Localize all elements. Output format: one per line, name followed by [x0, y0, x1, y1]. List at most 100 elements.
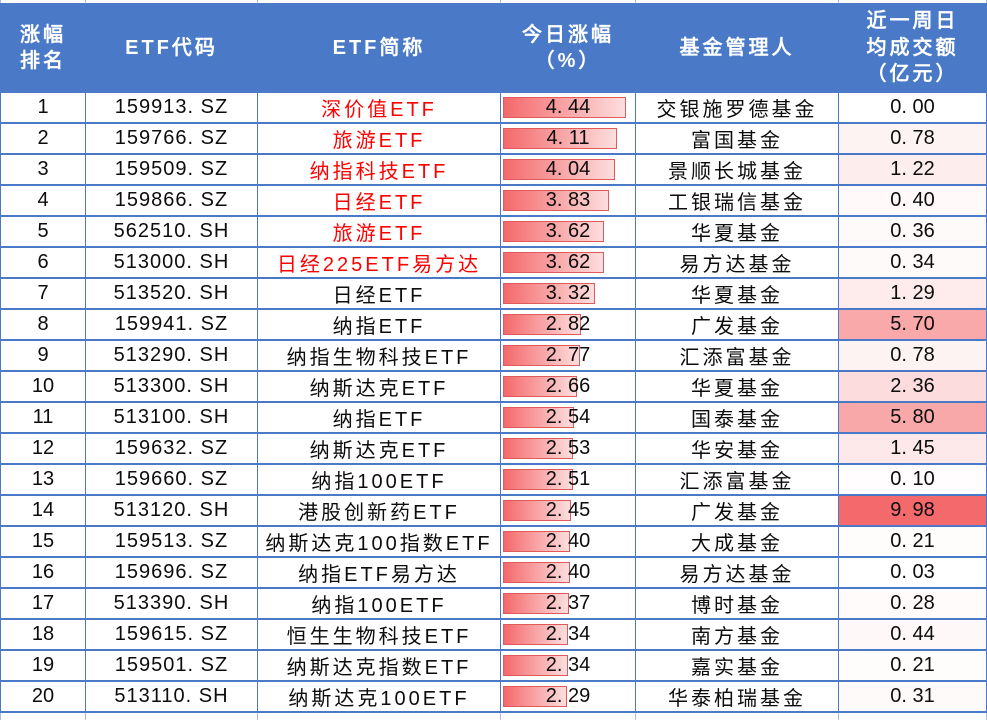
table-row: 13 159660. SZ 纳指100ETF 2. 51 汇添富基金 0. 10: [0, 463, 987, 494]
table-row: 10 513300. SH 纳斯达克ETF 2. 66 华夏基金 2. 36: [0, 370, 987, 401]
gain-cell: 4. 04: [500, 153, 635, 184]
manager-cell: 华夏基金: [635, 277, 838, 308]
rank-cell: 18: [0, 618, 85, 649]
manager-cell: 华夏基金: [635, 215, 838, 246]
code-cell: 159501. SZ: [85, 649, 257, 680]
rank-cell: 13: [0, 463, 85, 494]
grid-tick: [257, 0, 500, 3]
volume-cell: 0. 36: [838, 215, 987, 246]
code-cell: 513000. SH: [85, 246, 257, 277]
table-row: 16 159696. SZ 纳指ETF易方达 2. 40 易方达基金 0. 03: [0, 556, 987, 587]
table-body: 1 159913. SZ 深价值ETF 4. 44 交银施罗德基金 0. 00 2 15976…: [0, 91, 987, 713]
etf-rank-table: 涨幅 排名 ETF代码 ETF简称 今日涨幅 （%） 基金管理人 近一周日 均成…: [0, 3, 987, 713]
name-cell: 日经ETF: [257, 184, 500, 215]
gain-value: 3. 62: [545, 251, 591, 273]
header-name: ETF简称: [257, 3, 500, 91]
gain-cell: 3. 62: [500, 215, 635, 246]
gain-value: 2. 37: [545, 592, 591, 614]
gain-data-bar: [503, 438, 574, 459]
code-cell: 159615. SZ: [85, 618, 257, 649]
gain-cell: 2. 77: [500, 339, 635, 370]
name-cell: 纳斯达克ETF: [257, 370, 500, 401]
volume-cell: 5. 70: [838, 308, 987, 339]
volume-cell: 1. 22: [838, 153, 987, 184]
manager-cell: 汇添富基金: [635, 463, 838, 494]
gain-data-bar: [503, 159, 616, 180]
gain-data-bar: [503, 221, 604, 242]
header-gain: 今日涨幅 （%）: [500, 3, 635, 91]
volume-cell: 0. 28: [838, 587, 987, 618]
rank-cell: 9: [0, 339, 85, 370]
rank-cell: 12: [0, 432, 85, 463]
manager-cell: 大成基金: [635, 525, 838, 556]
header-turnover: 近一周日 均成交额 （亿元）: [838, 3, 987, 91]
gain-value: 2. 54: [545, 406, 591, 428]
code-cell: 513300. SH: [85, 370, 257, 401]
name-cell: 深价值ETF: [257, 91, 500, 122]
manager-cell: 工银瑞信基金: [635, 184, 838, 215]
gain-cell: 2. 40: [500, 525, 635, 556]
rank-cell: 2: [0, 122, 85, 153]
volume-cell: 0. 78: [838, 339, 987, 370]
code-cell: 159632. SZ: [85, 432, 257, 463]
gain-cell: 2. 53: [500, 432, 635, 463]
manager-cell: 景顺长城基金: [635, 153, 838, 184]
manager-cell: 华泰柏瑞基金: [635, 680, 838, 713]
code-cell: 159766. SZ: [85, 122, 257, 153]
volume-cell: 0. 34: [838, 246, 987, 277]
name-cell: 纳指科技ETF: [257, 153, 500, 184]
code-cell: 159509. SZ: [85, 153, 257, 184]
grid-tick: [838, 713, 987, 720]
rank-cell: 16: [0, 556, 85, 587]
name-cell: 恒生生物科技ETF: [257, 618, 500, 649]
code-cell: 513520. SH: [85, 277, 257, 308]
gain-data-bar: [503, 345, 580, 366]
code-cell: 159696. SZ: [85, 556, 257, 587]
rank-cell: 19: [0, 649, 85, 680]
gain-cell: 4. 44: [500, 91, 635, 122]
gain-value: 2. 29: [545, 685, 591, 707]
code-cell: 513100. SH: [85, 401, 257, 432]
gain-value: 3. 32: [545, 282, 591, 304]
code-cell: 159941. SZ: [85, 308, 257, 339]
gain-cell: 2. 34: [500, 649, 635, 680]
grid-tick: [635, 713, 838, 720]
manager-cell: 华夏基金: [635, 370, 838, 401]
gain-data-bar: [503, 500, 572, 521]
manager-cell: 广发基金: [635, 494, 838, 525]
gain-data-bar: [503, 624, 568, 645]
rank-cell: 14: [0, 494, 85, 525]
manager-cell: 博时基金: [635, 587, 838, 618]
volume-cell: 0. 40: [838, 184, 987, 215]
code-cell: 562510. SH: [85, 215, 257, 246]
code-cell: 159913. SZ: [85, 91, 257, 122]
rank-cell: 7: [0, 277, 85, 308]
name-cell: 港股创新药ETF: [257, 494, 500, 525]
volume-cell: 0. 00: [838, 91, 987, 122]
gain-value: 2. 34: [545, 654, 591, 676]
manager-cell: 易方达基金: [635, 556, 838, 587]
code-cell: 513290. SH: [85, 339, 257, 370]
name-cell: 纳指100ETF: [257, 463, 500, 494]
table-row: 5 562510. SH 旅游ETF 3. 62 华夏基金 0. 36: [0, 215, 987, 246]
gain-data-bar: [503, 283, 596, 304]
name-cell: 纳斯达克100指数ETF: [257, 525, 500, 556]
gain-value: 2. 82: [545, 313, 591, 335]
table-row: 14 513120. SH 港股创新药ETF 2. 45 广发基金 9. 98: [0, 494, 987, 525]
gain-cell: 2. 29: [500, 680, 635, 713]
table-row: 1 159913. SZ 深价值ETF 4. 44 交银施罗德基金 0. 00: [0, 91, 987, 122]
rank-cell: 5: [0, 215, 85, 246]
gain-data-bar: [503, 97, 627, 118]
table-row: 2 159766. SZ 旅游ETF 4. 11 富国基金 0. 78: [0, 122, 987, 153]
gain-value: 2. 53: [545, 437, 591, 459]
name-cell: 纳斯达克指数ETF: [257, 649, 500, 680]
gain-value: 2. 40: [545, 561, 591, 583]
gain-cell: 2. 37: [500, 587, 635, 618]
grid-tick: [85, 0, 257, 3]
code-cell: 513390. SH: [85, 587, 257, 618]
name-cell: 纳指ETF: [257, 308, 500, 339]
grid-tick: [0, 713, 85, 720]
manager-cell: 嘉实基金: [635, 649, 838, 680]
name-cell: 旅游ETF: [257, 215, 500, 246]
grid-tick: [635, 0, 838, 3]
